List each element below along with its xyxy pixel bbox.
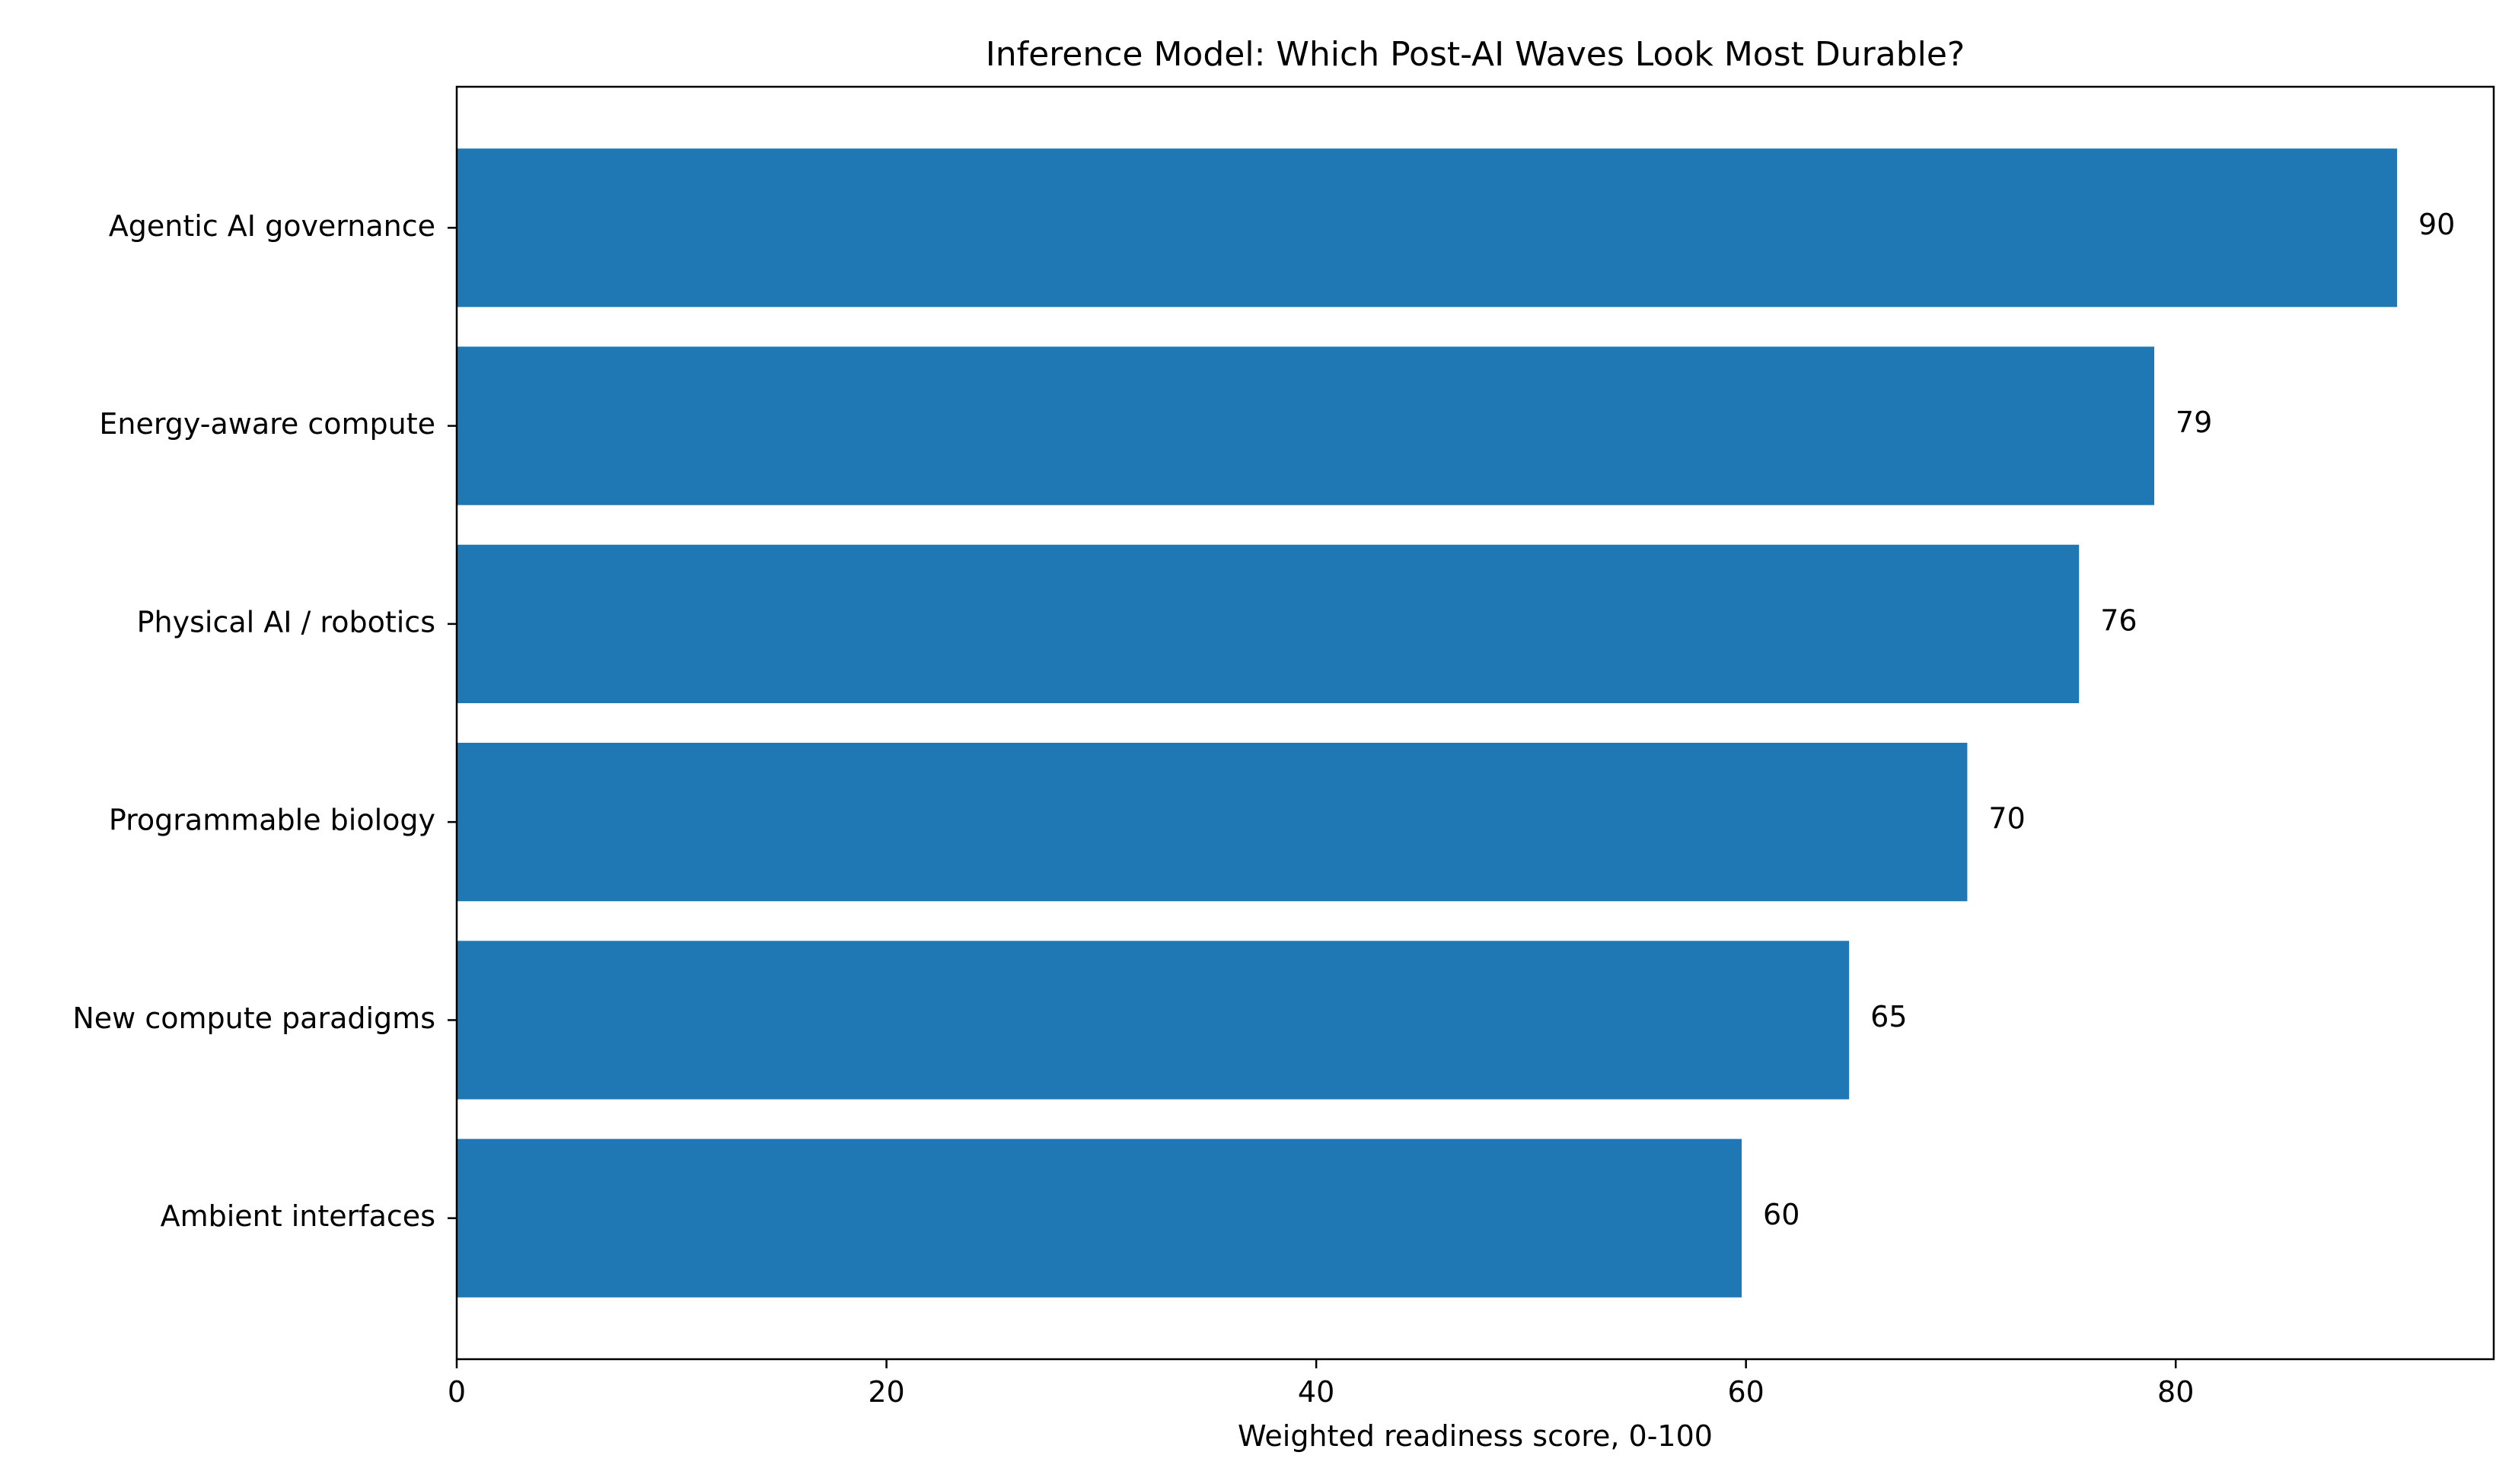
x-tick-label-1: 20: [868, 1375, 904, 1409]
value-label-5: 60: [1763, 1198, 1800, 1231]
bar-3: [457, 743, 1968, 902]
x-tick-label-2: 40: [1298, 1375, 1334, 1409]
y-axis: Agentic AI governance Energy-aware comput…: [72, 209, 457, 1233]
chart-title: Inference Model: Which Post-AI Waves Loo…: [986, 35, 1965, 74]
x-axis: 0 20 40 60 80: [448, 1359, 2194, 1409]
y-tick-label-2: Physical AI / robotics: [137, 605, 435, 639]
bar-5: [457, 1138, 1742, 1298]
bar-4: [457, 941, 1850, 1100]
y-tick-label-3: Programmable biology: [109, 804, 435, 837]
y-tick-label-0: Agentic AI governance: [109, 209, 435, 243]
x-tick-label-0: 0: [448, 1375, 466, 1409]
y-tick-label-1: Energy-aware compute: [99, 407, 435, 441]
y-tick-label-4: New compute paradigms: [72, 1002, 435, 1035]
value-label-0: 90: [2418, 208, 2455, 241]
bar-2: [457, 544, 2080, 703]
value-label-3: 70: [1988, 802, 2025, 836]
value-label-2: 76: [2100, 603, 2137, 637]
value-label-4: 65: [1870, 1000, 1907, 1033]
bar-1: [457, 346, 2154, 505]
x-axis-label: Weighted readiness score, 0-100: [1238, 1419, 1713, 1453]
x-tick-label-4: 80: [2157, 1375, 2194, 1409]
x-tick-label-3: 60: [1727, 1375, 1764, 1409]
bar-0: [457, 148, 2397, 307]
plot-area-frame: [455, 85, 2495, 1361]
y-tick-label-5: Ambient interfaces: [161, 1199, 435, 1233]
bars-layer: [457, 148, 2397, 1298]
value-labels-layer: 90 79 76 70 65 60: [1763, 208, 2455, 1231]
value-label-1: 79: [2176, 406, 2212, 439]
